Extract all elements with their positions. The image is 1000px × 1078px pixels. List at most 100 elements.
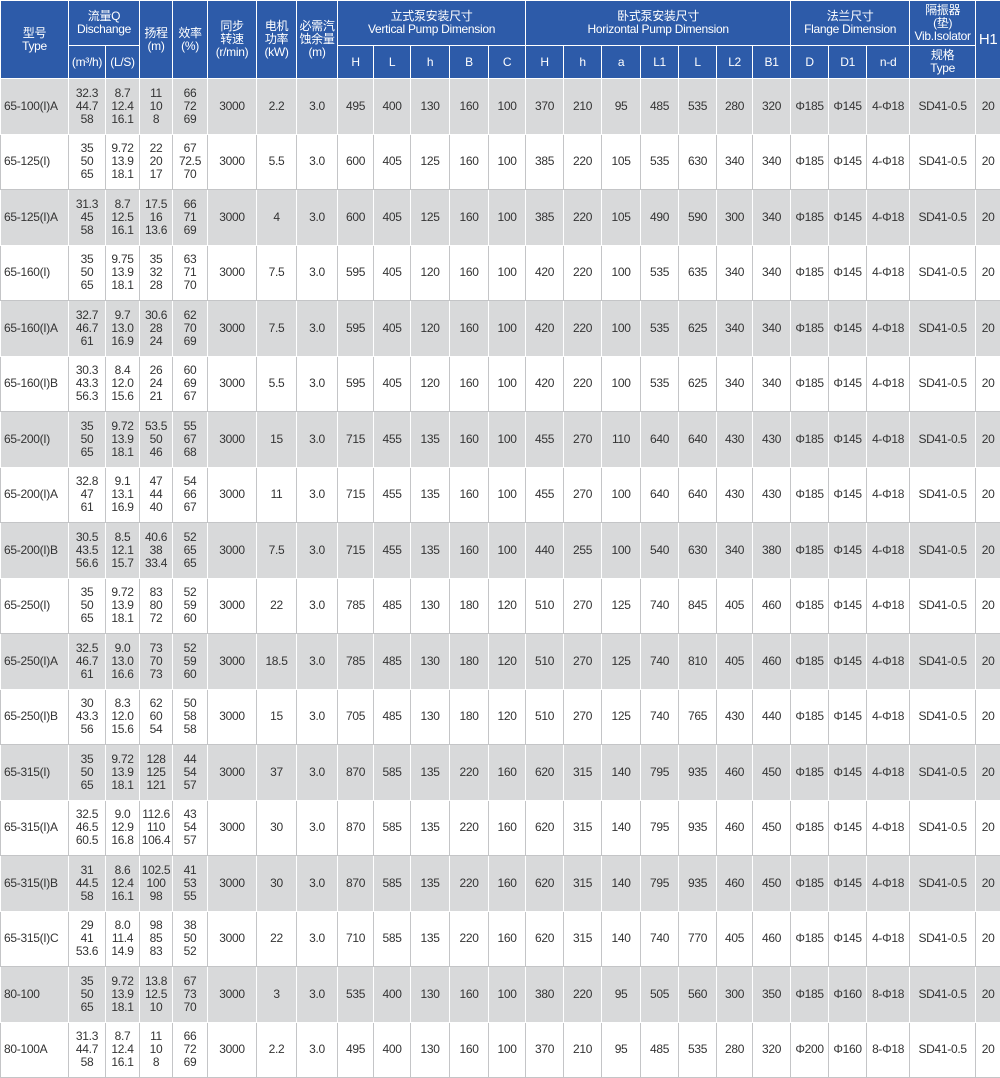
cell-line: 41 <box>173 864 207 877</box>
cell-line: 效率 <box>173 27 207 40</box>
cell-line: 69 <box>173 335 207 348</box>
data-cell: SD41-0.5 <box>910 412 976 468</box>
data-cell: 20 <box>976 1022 1000 1078</box>
cell-line: (垫) <box>910 17 975 30</box>
cell-line: 31 <box>69 864 105 877</box>
data-cell: 4-Φ18 <box>867 356 910 412</box>
model-cell: 65-200(I)A <box>1 467 69 523</box>
cell-line: H <box>338 56 373 69</box>
data-cell: 535 <box>641 245 679 301</box>
cell-line: 65 <box>173 544 207 557</box>
data-cell: 20 <box>976 578 1000 634</box>
data-cell: 280 <box>717 1022 753 1078</box>
data-cell: 405 <box>374 245 411 301</box>
cell-line: Type <box>1 40 68 53</box>
data-cell: 135 <box>411 856 450 912</box>
cell-line: 68 <box>173 446 207 459</box>
data-cell: 460 <box>753 578 791 634</box>
data-cell: 4-Φ18 <box>867 800 910 856</box>
cell-line: 32.5 <box>69 642 105 655</box>
data-cell: 100 <box>489 1022 526 1078</box>
data-cell: 160 <box>489 745 526 801</box>
header-subcell: C <box>489 46 526 79</box>
data-cell: 7.5 <box>257 523 297 579</box>
data-cell: 100 <box>489 134 526 190</box>
header-subcell: n-d <box>867 46 910 79</box>
cell-line: 46.7 <box>69 322 105 335</box>
cell-line: 16.1 <box>106 224 139 237</box>
data-cell: Φ185 <box>791 467 829 523</box>
data-cell: 160 <box>489 800 526 856</box>
data-cell: 20 <box>976 967 1000 1023</box>
data-cell: 130 <box>411 967 450 1023</box>
data-cell: Φ160 <box>829 1022 867 1078</box>
data-cell: 135 <box>411 800 450 856</box>
data-cell: 280 <box>717 79 753 135</box>
cell-line: 9.72 <box>106 420 139 433</box>
data-cell: 15 <box>257 412 297 468</box>
data-cell: 2.2 <box>257 79 297 135</box>
cell-line: 18.1 <box>106 779 139 792</box>
data-cell: 535 <box>679 1022 717 1078</box>
data-cell: 810 <box>679 634 717 690</box>
data-cell: 30 <box>257 800 297 856</box>
data-cell: 110 <box>602 412 641 468</box>
data-cell: 105 <box>602 134 641 190</box>
cell-line: 15.7 <box>106 557 139 570</box>
header-subcell: h <box>411 46 450 79</box>
data-cell: 220 <box>564 967 602 1023</box>
data-cell: 535 <box>641 356 679 412</box>
data-cell: 450 <box>753 800 791 856</box>
data-cell: SD41-0.5 <box>910 856 976 912</box>
cell-line: 32.3 <box>69 87 105 100</box>
data-cell: SD41-0.5 <box>910 523 976 579</box>
cell-line: 65 <box>69 779 105 792</box>
header-subcell: B1 <box>753 46 791 79</box>
cell-line: 16.1 <box>106 113 139 126</box>
data-cell: 160 <box>450 190 489 246</box>
cell-line: 58 <box>69 224 105 237</box>
data-cell: SD41-0.5 <box>910 967 976 1023</box>
cell-line: 73 <box>140 642 172 655</box>
cell-line: Flange Dimension <box>791 23 909 36</box>
data-cell: Φ145 <box>829 911 867 967</box>
data-cell: 4-Φ18 <box>867 523 910 579</box>
data-cell: 220 <box>564 190 602 246</box>
data-cell: 37 <box>257 745 297 801</box>
cell-line: 13.8 <box>140 975 172 988</box>
data-cell: 180 <box>450 689 489 745</box>
data-cell: SD41-0.5 <box>910 689 976 745</box>
data-cell: 130 <box>411 79 450 135</box>
cell-line: Vib.Isolator <box>910 30 975 43</box>
data-cell: 4-Φ18 <box>867 856 910 912</box>
data-cell: 3000 <box>208 79 257 135</box>
cell-line: 69 <box>173 224 207 237</box>
model-cell: 65-250(I) <box>1 578 69 634</box>
data-cell: 320 <box>753 1022 791 1078</box>
cell-line: L <box>679 56 716 69</box>
data-cell: 400 <box>374 1022 411 1078</box>
data-cell: 3000 <box>208 1022 257 1078</box>
data-cell: 4-Φ18 <box>867 578 910 634</box>
data-cell: 640 <box>679 467 717 523</box>
data-cell: 180 <box>450 634 489 690</box>
data-cell: Φ185 <box>791 634 829 690</box>
data-cell: Φ185 <box>791 856 829 912</box>
header-subcell: L2 <box>717 46 753 79</box>
data-cell: 20 <box>976 856 1000 912</box>
cell-line: 65 <box>173 557 207 570</box>
cell-line: 16.1 <box>106 890 139 903</box>
